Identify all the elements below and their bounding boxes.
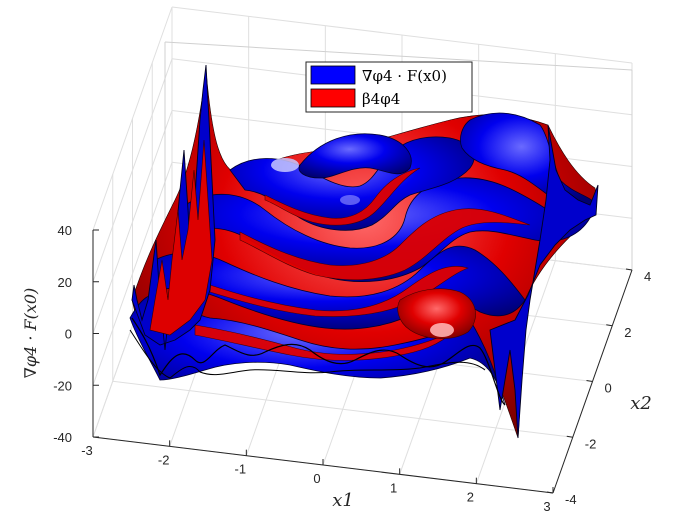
surface-right-spikes (489, 124, 599, 439)
legend: ∇φ4 · F(x0) β4φ4 (305, 61, 473, 113)
surface-front-edge (131, 317, 506, 406)
z-tick-label: 0 (65, 327, 72, 342)
z-tick-label: 40 (58, 223, 72, 238)
y-tick-mark (625, 268, 633, 271)
surface-blue-top-swirl (298, 133, 412, 179)
legend-label-gradient: ∇φ4 · F(x0) (362, 67, 447, 85)
x-tick-label: 2 (467, 490, 474, 505)
x-tick-label: -1 (235, 462, 247, 477)
x-tick-label: -3 (81, 443, 93, 458)
grid-line-z (92, 6, 173, 231)
x-tick-labels: -3 -2 -1 0 1 2 3 (81, 443, 550, 514)
surface-red-stripe-4 (264, 167, 421, 226)
back-edge-top (164, 41, 633, 71)
tick-marks (92, 229, 633, 494)
x-tick-label: 3 (543, 499, 550, 514)
surface-front-edge-2 (129, 329, 486, 379)
grid-line-z-back (171, 6, 633, 64)
z-tick-label: -40 (53, 430, 72, 445)
y-tick-mark (546, 491, 554, 494)
grid-line-z (92, 162, 173, 386)
back-wall-left (93, 42, 165, 437)
z-tick-label: 20 (58, 275, 72, 290)
y-tick-label: -4 (565, 492, 577, 507)
z-tick-labels: -40 -20 0 20 40 (53, 223, 72, 445)
y-axis-label: x2 (630, 393, 652, 414)
z-axis-label: ∇φ4 · F(x0) (21, 288, 40, 379)
x-tick-label: 0 (313, 471, 320, 486)
y-tick-label: -2 (585, 436, 597, 451)
y-tick-labels: -4 -2 0 2 4 (565, 269, 651, 507)
y-tick-label: 2 (624, 325, 631, 340)
x-tick-label: -2 (158, 452, 170, 467)
z-tick-label: -20 (53, 378, 72, 393)
y-tick-label: 4 (644, 269, 651, 284)
y-tick-mark (566, 435, 573, 438)
y-tick-mark (606, 324, 613, 327)
highlight-blue (271, 158, 299, 172)
grid-line-z (92, 110, 173, 334)
legend-swatch-blue (310, 65, 356, 85)
surface-left-red-spikes (149, 139, 213, 336)
highlight-red (430, 323, 454, 337)
grid-line-y-floor (112, 380, 573, 438)
surface-red-hump (397, 288, 476, 339)
legend-swatch-red (310, 88, 356, 108)
x-axis-label: x1 (332, 490, 354, 511)
grid-line-z (92, 58, 173, 282)
x-tick-label: 1 (390, 480, 397, 495)
y-tick-label: 0 (605, 381, 612, 396)
surface-plot (129, 64, 599, 439)
highlight-blue-2 (340, 195, 360, 205)
surface-red-stripe-3 (239, 208, 531, 281)
y-tick-mark (586, 380, 593, 382)
legend-label-beta: β4φ4 (362, 90, 400, 108)
